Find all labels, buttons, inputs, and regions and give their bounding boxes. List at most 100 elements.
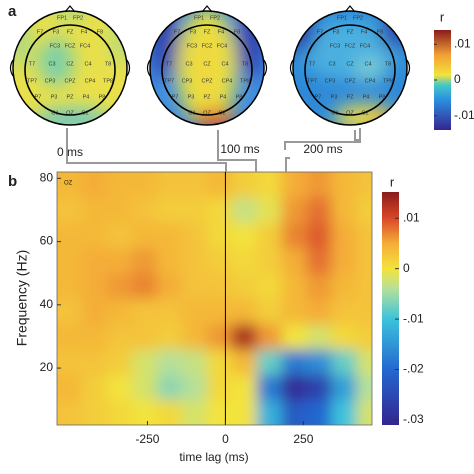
y-axis-label: Frequency (Hz) xyxy=(14,250,30,346)
electrode-label: CP4 xyxy=(365,78,376,84)
heat-cell xyxy=(156,197,183,224)
heat-cell xyxy=(331,222,357,249)
heat-cell xyxy=(206,247,233,274)
electrode-label: O2 xyxy=(81,110,88,116)
connector xyxy=(285,130,360,172)
heat-cell xyxy=(356,349,372,375)
colorbar-tick-label: 0 xyxy=(454,72,461,86)
heat-cell xyxy=(206,349,233,375)
colorbar-tick-label: -.03 xyxy=(403,412,424,426)
heat-cell xyxy=(231,349,258,375)
electrode-label: P3 xyxy=(51,94,58,100)
electrode-label: O1 xyxy=(188,110,195,116)
electrode-label: CP3 xyxy=(182,78,193,84)
electrode-label: P8 xyxy=(236,94,243,100)
map-label: 200 ms xyxy=(303,142,342,156)
heat-cell xyxy=(356,197,372,224)
electrode-label: PZ xyxy=(203,94,211,100)
heat-cell xyxy=(156,273,183,299)
electrode-label: OZ xyxy=(203,110,211,116)
heat-cell xyxy=(231,399,258,425)
y-tick-label: 40 xyxy=(40,297,54,311)
ear xyxy=(406,59,411,77)
heat-cell xyxy=(57,298,83,325)
electrode-label: F8 xyxy=(234,29,240,35)
heat-cell xyxy=(331,273,357,299)
electrode-label: F4 xyxy=(361,29,367,35)
heat-cell xyxy=(306,399,332,425)
ear xyxy=(9,59,14,77)
heat-cell xyxy=(306,298,332,325)
heat-cell xyxy=(57,222,83,249)
electrode-label: FC3 xyxy=(330,43,340,49)
electrode-label: P7 xyxy=(315,94,322,100)
heat-cell xyxy=(81,247,108,274)
electrode-label: CP3 xyxy=(45,78,56,84)
heat-cell xyxy=(281,399,308,425)
colorbar xyxy=(434,30,451,130)
head-ring xyxy=(292,10,408,126)
heat-cell xyxy=(181,247,208,274)
electrode-label: C3 xyxy=(48,61,55,67)
heat-cell xyxy=(156,247,183,274)
heat-cell xyxy=(231,222,258,249)
heat-cell xyxy=(181,222,208,249)
heat-cell xyxy=(306,197,332,224)
heat-cell xyxy=(306,323,332,350)
colorbar-tick-label: -.01 xyxy=(454,108,474,122)
heat-cell xyxy=(81,172,108,198)
heat-cell xyxy=(131,273,158,299)
heat-cell xyxy=(181,399,208,425)
heat-cell xyxy=(181,197,208,224)
heat-cell xyxy=(131,323,158,350)
heat-cell xyxy=(356,273,372,299)
x-axis-label: time lag (ms) xyxy=(179,450,248,464)
electrode-label: P4 xyxy=(220,94,227,100)
heat-cell xyxy=(106,349,133,375)
heat-cell xyxy=(156,298,183,325)
head-inner xyxy=(304,24,396,116)
heat-cell xyxy=(81,273,108,299)
electrode-label: C4 xyxy=(221,61,228,67)
heat-cell xyxy=(331,172,357,198)
heat-cell xyxy=(106,298,133,325)
heat-cell xyxy=(231,247,258,274)
electrode-label: C4 xyxy=(84,61,91,67)
heat-cell xyxy=(231,172,258,198)
electrode-label: F8 xyxy=(97,29,103,35)
heat-cell xyxy=(106,374,133,401)
ear xyxy=(126,59,131,77)
colorbar xyxy=(382,192,399,425)
colorbar-title: r xyxy=(440,9,445,24)
head-outlines: FP1 FP2 F7 F3 FZ F4 F8 FC3 FCZ FC4 T7 C3 CZ C4 T8 TP7 CP… xyxy=(9,5,411,126)
heat-cell xyxy=(57,197,83,224)
colorbar-tick-label: .01 xyxy=(403,210,420,224)
heat-cell xyxy=(231,374,258,401)
colorbar-tick-label: 0 xyxy=(403,261,410,275)
electrode-label: FP2 xyxy=(73,15,83,21)
heat-cell xyxy=(181,349,208,375)
heat-cell xyxy=(206,399,233,425)
electrode-label: TP8 xyxy=(240,78,250,84)
electrode-label: TP8 xyxy=(103,78,113,84)
electrode-label: CPZ xyxy=(345,78,357,84)
heat-cell xyxy=(306,222,332,249)
heat-cell xyxy=(206,222,233,249)
heat-cell xyxy=(306,247,332,274)
electrode-label: P4 xyxy=(83,94,90,100)
electrode-label: F3 xyxy=(53,29,59,35)
electrode-label: CZ xyxy=(203,61,211,67)
electrode-label: FP2 xyxy=(210,15,220,21)
heat-cell xyxy=(256,273,283,299)
electrode-label: P8 xyxy=(379,94,386,100)
electrode-label: T7 xyxy=(309,61,315,67)
heat-cell xyxy=(106,323,133,350)
head-ring xyxy=(12,10,128,126)
electrode-label: T8 xyxy=(242,61,248,67)
electrode-label: F4 xyxy=(81,29,87,35)
heat-cell xyxy=(206,298,233,325)
heat-cell xyxy=(57,349,83,375)
heat-cell xyxy=(156,399,183,425)
electrode-label: CP3 xyxy=(325,78,336,84)
